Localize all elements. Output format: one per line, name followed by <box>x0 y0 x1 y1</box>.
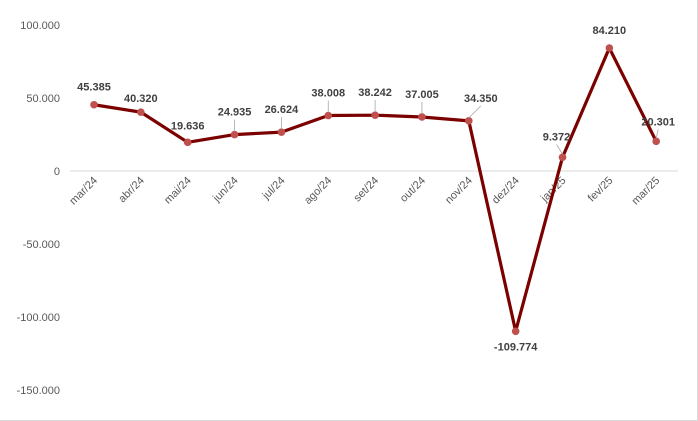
x-tick-label: jun/24 <box>210 175 240 205</box>
data-label-leader <box>655 129 659 139</box>
x-tick-label: fev/25 <box>586 175 616 205</box>
x-tick-label: set/24 <box>352 175 382 205</box>
x-tick-label: mar/24 <box>67 175 100 208</box>
x-tick-label: dez/24 <box>490 175 522 207</box>
data-label: 34.350 <box>464 93 498 105</box>
x-tick-label: abr/24 <box>116 175 147 206</box>
data-point-marker <box>418 113 426 121</box>
data-label: 38.008 <box>311 88 345 100</box>
data-label: 84.210 <box>593 25 627 37</box>
data-point-marker <box>324 111 333 120</box>
data-point-marker <box>137 108 145 116</box>
data-label-leader <box>468 105 482 119</box>
data-point-marker <box>183 138 192 147</box>
y-tick-label: -100.000 <box>17 312 60 324</box>
y-tick-label: 0 <box>54 166 60 178</box>
x-tick-label: out/24 <box>398 175 428 205</box>
data-label: 9.372 <box>543 131 571 143</box>
y-tick-label: 100.000 <box>20 20 60 32</box>
data-point-marker <box>230 130 239 139</box>
data-label: 38.242 <box>358 87 392 99</box>
data-label: 20.301 <box>641 116 675 128</box>
data-label: 45.385 <box>77 82 111 94</box>
x-tick-label: mai/24 <box>162 175 194 207</box>
data-point-marker <box>558 153 567 162</box>
data-point-marker <box>511 327 520 336</box>
x-tick-label: jul/24 <box>260 175 288 203</box>
data-label: 37.005 <box>405 89 439 101</box>
data-label: 19.636 <box>171 120 205 132</box>
data-label: 24.935 <box>218 107 252 119</box>
data-point-marker <box>277 128 286 136</box>
data-point-marker <box>90 100 98 109</box>
data-label: 40.320 <box>124 93 158 105</box>
data-label: 26.624 <box>265 104 300 116</box>
x-tick-label: mar/25 <box>630 175 663 208</box>
data-point-marker <box>371 111 379 119</box>
y-tick-label: 50.000 <box>26 93 60 105</box>
x-tick-label: ago/24 <box>302 175 334 207</box>
data-point-marker <box>652 137 660 146</box>
data-label-leader <box>556 144 563 155</box>
y-tick-label: -150.000 <box>17 385 60 397</box>
x-tick-label: nov/24 <box>443 175 475 207</box>
y-tick-label: -50.000 <box>23 239 60 251</box>
data-label: -109.774 <box>494 341 538 353</box>
data-point-marker <box>605 44 614 52</box>
data-point-marker <box>465 117 473 125</box>
